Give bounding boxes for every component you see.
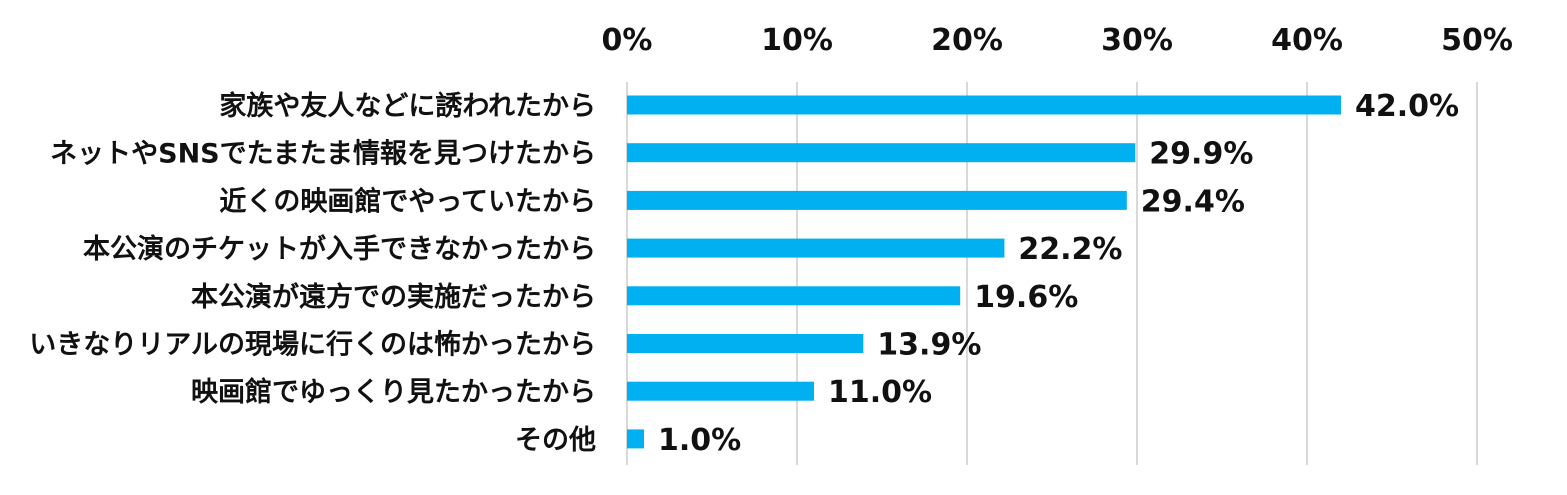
bar	[627, 381, 814, 401]
grid-lines	[626, 82, 1478, 465]
category-label: いきなりリアルの現場に行くのは怖かったから	[29, 329, 596, 361]
x-tick-label: 40%	[1271, 23, 1343, 58]
value-label: 29.9%	[1149, 137, 1253, 172]
category-label: 家族や友人などに誘われたから	[219, 90, 596, 122]
category-label: ネットやSNSでたまたま情報を見つけたから	[50, 139, 596, 170]
value-label: 19.6%	[974, 280, 1078, 315]
bar	[627, 143, 1136, 163]
x-tick-label: 0%	[602, 23, 653, 58]
category-labels: 家族や友人などに誘われたからネットやSNSでたまたま情報を見つけたから近くの映画…	[29, 90, 596, 456]
bars	[627, 95, 1341, 449]
bar	[627, 190, 1127, 210]
value-label: 11.0%	[828, 375, 932, 410]
bar	[627, 95, 1341, 115]
value-label: 42.0%	[1355, 89, 1459, 124]
category-label: 映画館でゆっくり見たかったから	[191, 376, 596, 408]
value-label: 13.9%	[877, 328, 981, 363]
bar	[627, 334, 864, 353]
value-label: 22.2%	[1018, 232, 1122, 267]
category-label: 本公演が遠方での実施だったから	[191, 281, 596, 313]
category-label: 本公演のチケットが入手できなかったから	[83, 233, 596, 265]
value-label: 29.4%	[1141, 184, 1245, 219]
bar	[627, 238, 1005, 258]
x-tick-label: 30%	[1101, 23, 1173, 58]
value-label: 1.0%	[658, 423, 741, 458]
bar	[627, 429, 644, 449]
x-tick-label: 50%	[1441, 23, 1513, 58]
value-labels: 42.0% 29.9% 29.4% 22.2% 19.6% 13.9% 11.0% 1.0%	[658, 89, 1459, 458]
x-tick-label: 20%	[931, 23, 1003, 58]
x-tick-label: 10%	[761, 23, 833, 58]
bar	[627, 286, 961, 306]
x-axis-ticks: 0% 10% 20% 30% 40% 50%	[602, 23, 1513, 58]
category-label: 近くの映画館でやっていたから	[219, 185, 596, 217]
category-label: その他	[515, 425, 596, 456]
